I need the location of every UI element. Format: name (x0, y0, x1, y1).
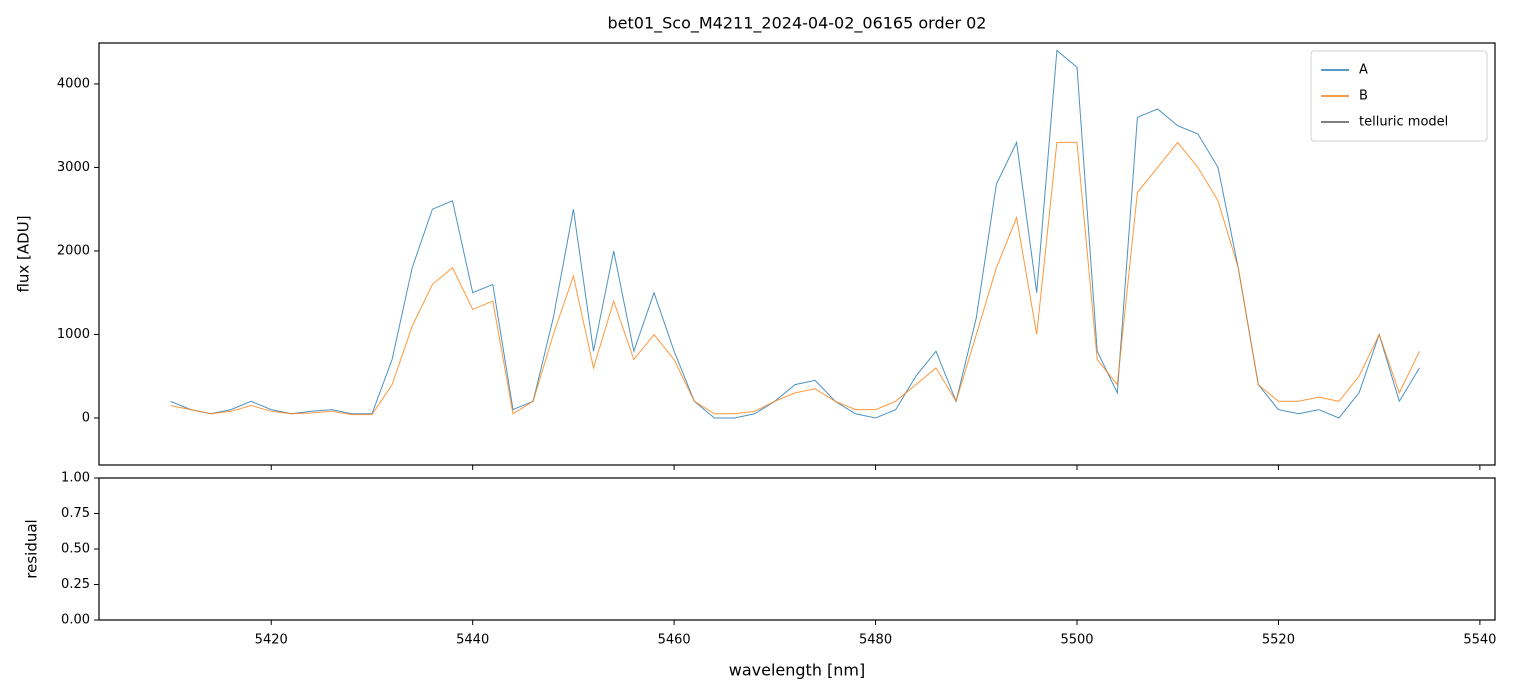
y-tick-label: 0.50 (61, 542, 90, 557)
x-tick-label: 5420 (255, 633, 288, 648)
y-tick-label: 1000 (57, 327, 90, 342)
y-tick-label: 0 (82, 410, 90, 425)
legend-label: telluric model (1359, 115, 1448, 130)
x-tick-label: 5500 (1060, 633, 1093, 648)
x-tick-label: 5540 (1463, 633, 1496, 648)
y-tick-label: 0.00 (61, 613, 90, 628)
x-tick-label: 5480 (859, 633, 892, 648)
y-tick-label: 3000 (57, 160, 90, 175)
y-tick-label: 4000 (57, 76, 90, 91)
y-tick-label: 0.25 (61, 577, 90, 592)
y-tick-label: 2000 (57, 243, 90, 258)
y-axis-label: residual (23, 519, 41, 578)
axes-frame (98, 477, 1496, 621)
series-line (170, 49, 1420, 419)
x-axis-label: wavelength [nm] (729, 661, 866, 680)
y-tick-label: 1.00 (61, 471, 90, 486)
legend-label: A (1359, 63, 1368, 78)
series-line (170, 141, 1420, 416)
y-axis-label: flux [ADU] (15, 215, 33, 292)
legend-box (1310, 50, 1488, 142)
chart-title: bet01_Sco_M4211_2024-04-02_06165 order 0… (608, 14, 987, 34)
legend-label: B (1359, 89, 1368, 104)
axes-frame (98, 42, 1496, 466)
x-tick-label: 5520 (1262, 633, 1295, 648)
plot-area (170, 49, 1420, 419)
x-tick-label: 5440 (456, 633, 489, 648)
y-tick-label: 0.75 (61, 506, 90, 521)
x-tick-label: 5460 (658, 633, 691, 648)
